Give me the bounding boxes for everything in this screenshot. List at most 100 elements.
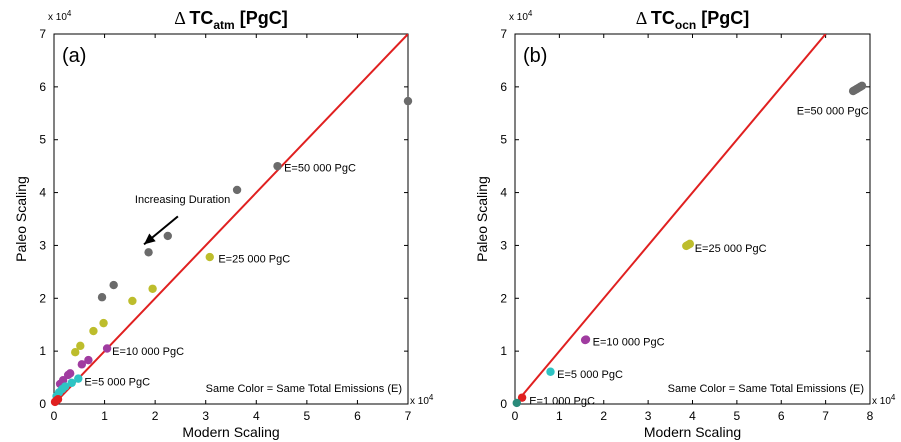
x-tick-label: 6 [354,409,361,423]
x-tick-label: 7 [405,409,412,423]
data-point [582,335,590,343]
series-group [546,368,554,376]
x-exponent-power: 4 [429,393,434,402]
x-tick-label: 5 [734,409,741,423]
data-point [144,248,152,256]
y-tick-label: 1 [39,344,46,358]
y-tick-label: 2 [39,291,46,305]
point-label: E=10 000 PgC [112,346,184,358]
point-label: E=25 000 PgC [695,243,767,255]
x-tick-label: 6 [778,409,785,423]
title-main: TC [651,8,675,28]
y-tick-label: 1 [500,344,507,358]
x-tick-label: 1 [101,409,108,423]
x-tick-label: 2 [152,409,159,423]
data-point [84,356,92,364]
x-tick-label: 1 [556,409,563,423]
x-exponent-label: x 104 [410,393,434,407]
x-tick-label: 0 [51,409,58,423]
annotation-text: Increasing Duration [135,194,230,206]
y-exponent-label: x 104 [48,9,72,23]
series-group [581,335,590,344]
x-tick-label: 3 [645,409,652,423]
data-point [148,285,156,293]
data-point [74,374,82,382]
title-sub: ocn [675,18,696,32]
x-tick-label: 5 [304,409,311,423]
point-label: E=1 000 PgC [529,395,595,407]
one-to-one-line [515,34,826,404]
data-point [54,395,62,403]
y-tick-label: 6 [39,80,46,94]
x-tick-label: 4 [689,409,696,423]
data-point [103,344,111,352]
y-tick-label: 3 [39,238,46,252]
panel-label: (b) [523,45,547,67]
y-axis-label: Paleo Scaling [474,176,490,262]
y-tick-label: 3 [500,238,507,252]
chart-title: Δ TCatm [PgC] [174,8,287,32]
y-tick-label: 7 [39,27,46,41]
title-delta: Δ [636,8,651,28]
data-point [128,297,136,305]
data-point [686,240,694,248]
data-point [66,369,74,377]
data-point [233,186,241,194]
data-point [206,253,214,261]
title-delta: Δ [174,8,189,28]
data-point [513,399,521,407]
data-point [89,327,97,335]
x-tick-label: 2 [600,409,607,423]
x-tick-label: 4 [253,409,260,423]
data-point [98,293,106,301]
title-suffix: [PgC] [235,8,288,28]
point-label: E=5 000 PgC [84,376,150,388]
y-tick-label: 0 [39,397,46,411]
x-tick-label: 3 [202,409,209,423]
series-group [513,399,521,407]
point-label: E=50 000 PgC [284,163,356,175]
x-tick-label: 7 [822,409,829,423]
series-group [71,253,214,357]
y-tick-label: 6 [500,80,507,94]
x-exponent-label: x 104 [872,393,896,407]
y-exponent-label: x 104 [509,9,533,23]
title-suffix: [PgC] [696,8,749,28]
footnote: Same Color = Same Total Emissions (E) [668,383,864,395]
point-label: E=25 000 PgC [218,254,290,266]
footnote: Same Color = Same Total Emissions (E) [206,383,402,395]
x-tick-label: 8 [867,409,874,423]
x-tick-label: 0 [512,409,519,423]
data-point [76,342,84,350]
y-tick-label: 5 [39,133,46,147]
y-exponent-power: 4 [528,9,533,18]
x-axis-label: Modern Scaling [644,424,741,440]
data-point [273,162,281,170]
data-point [109,281,117,289]
axes-box [515,34,870,404]
point-label: E=5 000 PgC [557,369,623,381]
data-point [99,319,107,327]
y-axis-label: Paleo Scaling [13,176,29,262]
y-exponent-power: 4 [67,9,72,18]
title-main: TC [189,8,213,28]
y-tick-label: 0 [500,397,507,411]
title-sub: atm [213,18,234,32]
series-group [849,82,866,96]
point-label: E=10 000 PgC [593,337,665,349]
x-exponent-power: 4 [891,393,896,402]
series-group [682,240,694,251]
data-point [164,232,172,240]
y-tick-label: 4 [39,186,46,200]
y-tick-label: 2 [500,291,507,305]
data-point [404,97,412,105]
data-point [858,82,866,90]
panel-label: (a) [62,45,86,67]
y-tick-label: 7 [500,27,507,41]
chart-title: Δ TCocn [PgC] [636,8,749,32]
y-tick-label: 4 [500,186,507,200]
y-tick-label: 5 [500,133,507,147]
